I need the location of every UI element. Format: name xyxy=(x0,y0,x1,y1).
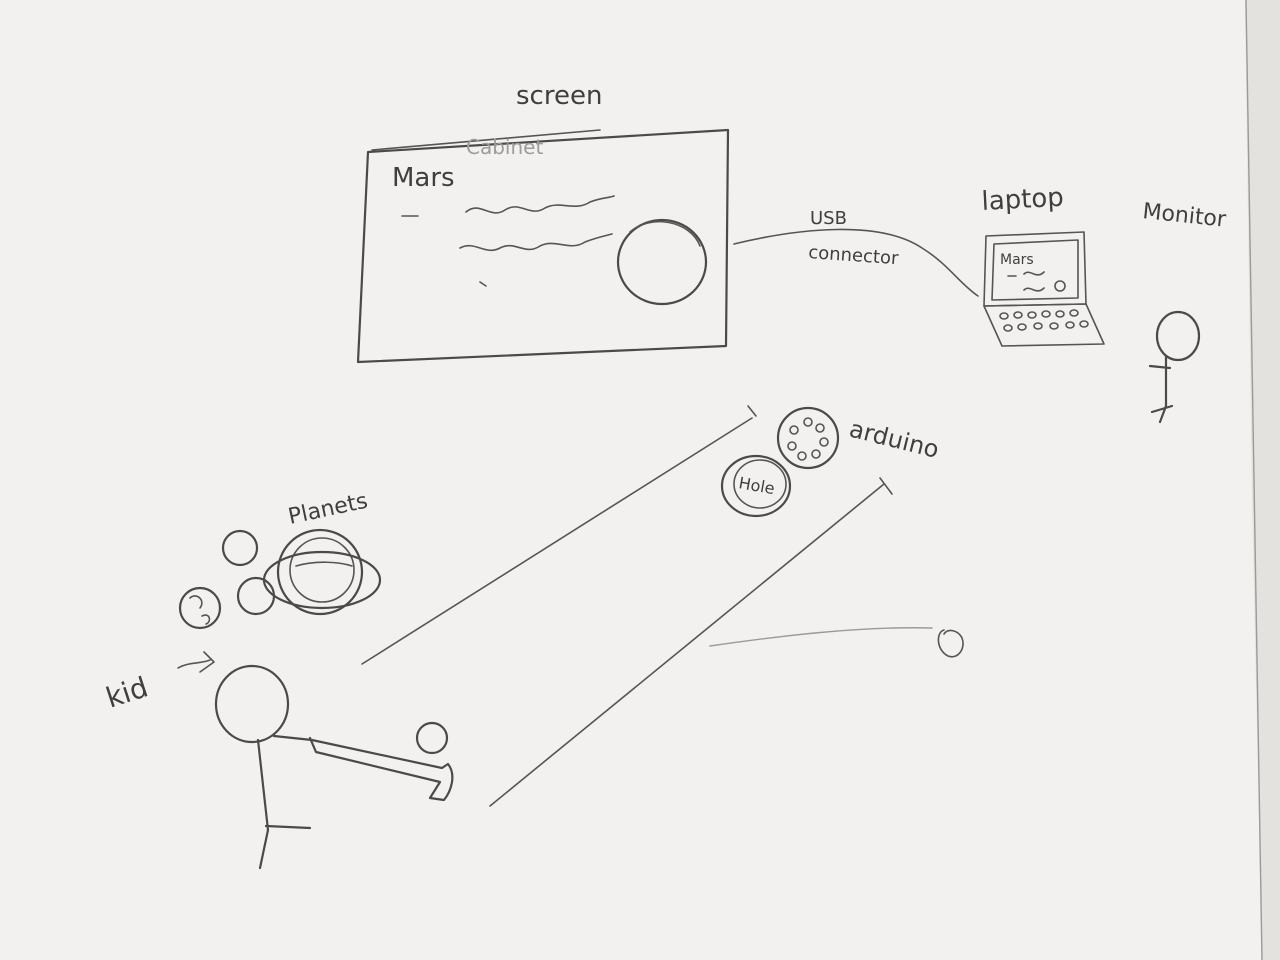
planet-earth-continents xyxy=(189,595,211,625)
kid-head xyxy=(214,664,290,744)
screen-mars-label: Mars xyxy=(392,163,455,193)
screen-squiggle-2 xyxy=(459,233,613,252)
kid-arrow xyxy=(177,651,215,673)
planet-earth xyxy=(178,586,222,630)
usb-label: USB xyxy=(810,208,847,229)
laptop-group: laptop Mars xyxy=(981,183,1105,347)
planet-large-band xyxy=(295,561,353,567)
laptop-mars-label: Mars xyxy=(1000,252,1034,268)
arduino-circle xyxy=(776,406,840,470)
screen-top-line-double xyxy=(371,129,601,151)
lane-right-cap xyxy=(879,477,893,495)
page-edge-shadow xyxy=(1245,0,1280,960)
screen-frame xyxy=(356,128,730,364)
usb-cable xyxy=(733,228,979,297)
screen-squiggle-1 xyxy=(465,195,615,214)
monitor-person-body xyxy=(1148,354,1174,424)
screen-tick xyxy=(479,281,487,287)
screen-label: screen xyxy=(516,81,602,111)
monitor-person-head xyxy=(1155,310,1201,362)
lane-left-cap xyxy=(747,405,757,417)
screen-group: screen Cabinet Mars xyxy=(356,81,730,364)
hole-inner-circle xyxy=(733,459,787,509)
lane-right-edge xyxy=(489,483,885,807)
laptop-screen-inner xyxy=(991,239,1079,301)
planet-large-ring xyxy=(262,550,382,610)
arduino-pins xyxy=(787,417,829,461)
kid-arm xyxy=(272,734,454,802)
hole-outer-circle xyxy=(720,454,792,518)
planet-large-saturn xyxy=(276,528,364,616)
planet-small-top xyxy=(221,529,259,567)
page-edge-line xyxy=(1245,0,1263,960)
floor-line xyxy=(709,627,933,647)
laptop-planet-dot xyxy=(1054,280,1066,292)
laptop-label: laptop xyxy=(981,183,1065,217)
screen-scribble-text: Cabinet xyxy=(466,135,543,159)
laptop-squiggle-2 xyxy=(1023,287,1045,292)
laptop-squiggle-1 xyxy=(1007,271,1045,277)
lane-group xyxy=(361,405,964,807)
kid-legs xyxy=(258,824,312,870)
bowling-ball xyxy=(415,721,449,755)
screen-planet-circle-overdraw xyxy=(629,220,701,247)
laptop-keys xyxy=(999,309,1089,332)
laptop-keyboard xyxy=(983,303,1105,347)
lane-left-edge xyxy=(361,417,753,665)
floor-ball-mark xyxy=(937,629,964,658)
planet-large-inner xyxy=(289,537,355,603)
kid-body xyxy=(256,738,270,832)
screen-planet-circle xyxy=(616,218,708,306)
